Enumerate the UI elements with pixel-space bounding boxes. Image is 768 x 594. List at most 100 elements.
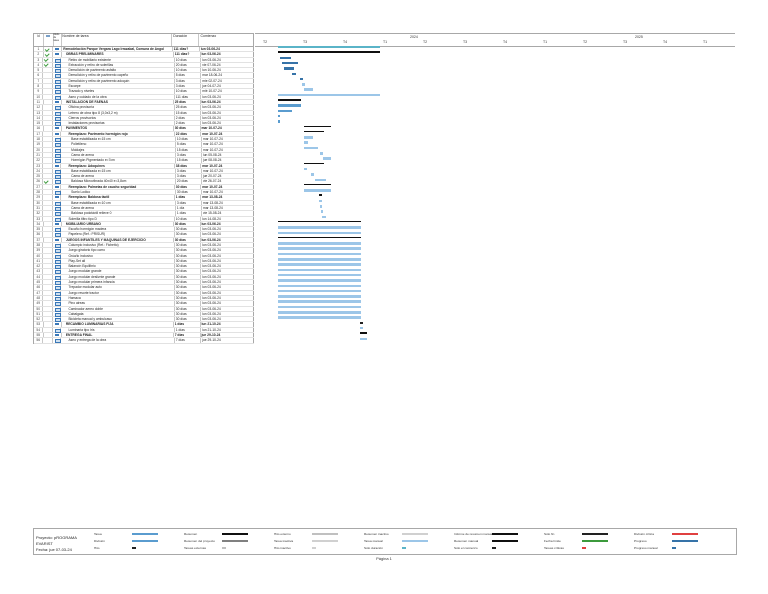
table-row[interactable]: 27 Reemplazo: Palmetas de caucho segurida… [34,184,255,191]
table-row[interactable]: 52 Bicicleta manual y ambulcaso 30 días lun… [34,317,255,323]
gantt-bar[interactable] [303,162,324,165]
gantt-bar[interactable] [320,205,322,208]
gantt-bar[interactable] [278,258,361,261]
gantt-bar[interactable] [278,99,301,101]
gantt-bar[interactable] [278,279,361,282]
gantt-bar[interactable] [301,83,305,86]
gantt-bar[interactable] [321,210,323,213]
table-row[interactable]: 48 Hamaca 30 días lun 03-06-24 [34,295,255,302]
gantt-bar[interactable] [311,173,314,176]
gantt-bar[interactable] [278,220,361,223]
gantt-bar[interactable] [278,273,361,277]
table-row[interactable]: 21 Cama de arena 3 días lun 05-08-24 [34,152,254,159]
gantt-bar[interactable] [278,226,361,229]
table-row[interactable]: 41 Play-Set all 30 días lun 03-06-24 [34,258,255,265]
gantt-bar[interactable] [323,157,332,160]
gantt-bar[interactable] [359,332,368,334]
table-row[interactable]: 25 Cama de arena 3 días jue 20-07-24 [34,174,254,180]
gantt-bar[interactable] [322,215,326,219]
gantt-bar[interactable] [303,183,332,186]
table-row[interactable]: 11 INSTALACION DE FAENAS 25 días lun 03-06-… [34,99,255,106]
table-row[interactable]: 4 Extracción y retiro de solerillas 20 día… [34,62,255,69]
gantt-bar[interactable] [278,284,361,288]
table-row[interactable]: 56 Aseo y entrega de la obra 7 días jue 29-… [34,338,255,344]
gantt-bar[interactable] [320,152,324,155]
gantt-bar[interactable] [278,268,361,272]
gantt-bar[interactable] [303,167,307,171]
table-row[interactable]: 36 Papelero (Ref.: PRISUR) 30 días lun 03-0… [34,232,255,238]
gantt-bar[interactable] [278,316,361,319]
table-row[interactable]: 12 Oficina provisoria 25 días lun 03-06-24 [34,105,255,111]
table-row[interactable]: 1 Remodelación Parque Vergara Lago Irraza… [34,46,255,53]
table-row[interactable]: 24 Base estabilizada e=15 cm 3 días mar 10-… [34,168,254,175]
gantt-bar[interactable] [281,61,299,65]
gantt-bar[interactable] [278,109,292,113]
gantt-bar[interactable] [278,263,361,266]
table-row[interactable]: 19 Polietileno 5 días mar 10-07-24 [34,142,254,148]
table-row[interactable]: 7 Demolición y retiro de pavimento adoquí… [34,78,255,85]
gantt-bar[interactable] [319,199,323,203]
table-row[interactable]: 44 Juego modular desliznte grande 30 días l… [34,274,255,281]
table-row[interactable]: 3 Retiro de mobiliario existente 10 días lu… [34,57,255,63]
table-row[interactable]: 26 Baldosa Microvibrada 40x40 e=3,8cm 20 d… [34,178,254,185]
gantt-bar[interactable] [278,295,361,298]
gantt-bar[interactable] [300,77,303,81]
gantt-bar[interactable] [303,189,332,192]
table-row[interactable]: 40 Grúa/io inclusivo 30 días lun 03-06-24 [34,253,255,259]
gantt-bar[interactable] [278,231,361,235]
table-row[interactable]: 34 MOBILIARIO URBANO 30 días lun 03-06-24 [34,221,255,228]
gantt-bar[interactable] [278,120,280,123]
table-row[interactable]: 5 Demolición de pavimento asfalto 10 días l… [34,68,255,74]
gantt-bar[interactable] [278,93,381,97]
table-row[interactable]: 2 OBRAS PRELIMINARES 111 días? lun 03-06-24 [34,51,255,58]
gantt-bar[interactable] [278,289,361,293]
gantt-bar[interactable] [278,242,361,245]
gantt-bar[interactable] [303,141,309,144]
table-row[interactable]: 22 Hormigón Pigmentado e=7cm 15 días jue 08… [34,158,254,164]
table-row[interactable]: 33 Solerilla tiltro tipo D 10 días lun 14-0… [34,216,255,222]
gantt-bar[interactable] [359,337,368,341]
table-row[interactable]: 29 Reemplazo: Baldosa táctil 1 días mar 13-… [34,195,255,201]
table-row[interactable]: 42 Balancín Equilibrio 30 días lun 03-06-24 [34,264,255,270]
gantt-bar[interactable] [284,67,294,70]
table-row[interactable]: 13 Letrero de obra tipo 8 (3,0x3,2 m) 15 d… [34,110,255,116]
table-row[interactable]: 31 Cama de arena 1 día mar 13-08-24 [34,205,254,212]
table-row[interactable]: 30 Base estabilizada e=10 cm 3 días mar 13-… [34,200,254,206]
gantt-bar[interactable] [278,46,381,48]
table-row[interactable]: 15 Instalaciones provisorias 2 días lun 03-… [34,121,255,127]
table-row[interactable]: 9 Trazado y niveles 10 días mié 10-07-24 [34,89,255,95]
table-row[interactable]: 51 Cabalgata 30 días lun 03-06-24 [34,311,255,318]
table-row[interactable]: 46 Trepador modular auto 30 días lun 03-06-… [34,285,255,291]
table-row[interactable]: 49 Pino aireas 30 días lun 03-06-24 [34,301,255,307]
table-row[interactable]: 54 Luminaria tipo Iris 1 días lun 21-10-24 [34,327,255,334]
gantt-bar[interactable] [279,56,291,60]
table-row[interactable]: 16 PAVIMENTOS 30 días mar 10-07-24 [34,126,255,132]
gantt-bar[interactable] [303,146,318,150]
table-row[interactable]: 45 Juego modular primera infancia 30 días l… [34,280,255,286]
gantt-bar[interactable] [278,300,361,303]
gantt-bar[interactable] [278,311,361,314]
gantt-bar[interactable] [303,136,313,139]
table-row[interactable]: 50 Caminador aereo doble 30 días lun 03-06-… [34,306,255,312]
table-row[interactable]: 14 Cierros provisorios 2 días lun 03-06-24 [34,115,255,122]
gantt-bar[interactable] [291,72,297,76]
gantt-bar[interactable] [319,194,323,196]
table-row[interactable]: 53 RECAMBIO LUMINARIAS FIJA 1 días lun 21-1… [34,322,255,328]
table-row[interactable]: 8 Escarpe 3 días jue 04-07-24 [34,84,255,90]
gantt-bar[interactable] [278,104,301,107]
gantt-bar[interactable] [278,247,361,250]
table-row[interactable]: 10 Aseo y cuidado de la obra 111 días lun 0… [34,94,255,100]
gantt-bar[interactable] [303,130,324,133]
table-row[interactable]: 28 Suelo Lodico 30 días mar 10-07-24 [34,190,254,196]
table-row[interactable]: 20 Moldajes 15 días mar 10-07-24 [34,147,254,153]
gantt-bar[interactable] [278,114,280,118]
gantt-bar[interactable] [278,51,381,53]
gantt-bar[interactable] [359,321,363,325]
gantt-bar[interactable] [278,236,361,239]
table-row[interactable]: 47 Juego resorte tractor 30 días lun 03-06-… [34,290,255,296]
table-row[interactable]: 6 Demolición y retiro de pavimento capeño… [34,73,255,79]
gantt-bar[interactable] [303,125,332,128]
table-row[interactable]: 35 Escaño hormigón madera 30 días lun 03-06… [34,227,255,233]
table-row[interactable]: 55 ENTREGA FINAL 7 días jue 29-10-24 [34,333,255,339]
